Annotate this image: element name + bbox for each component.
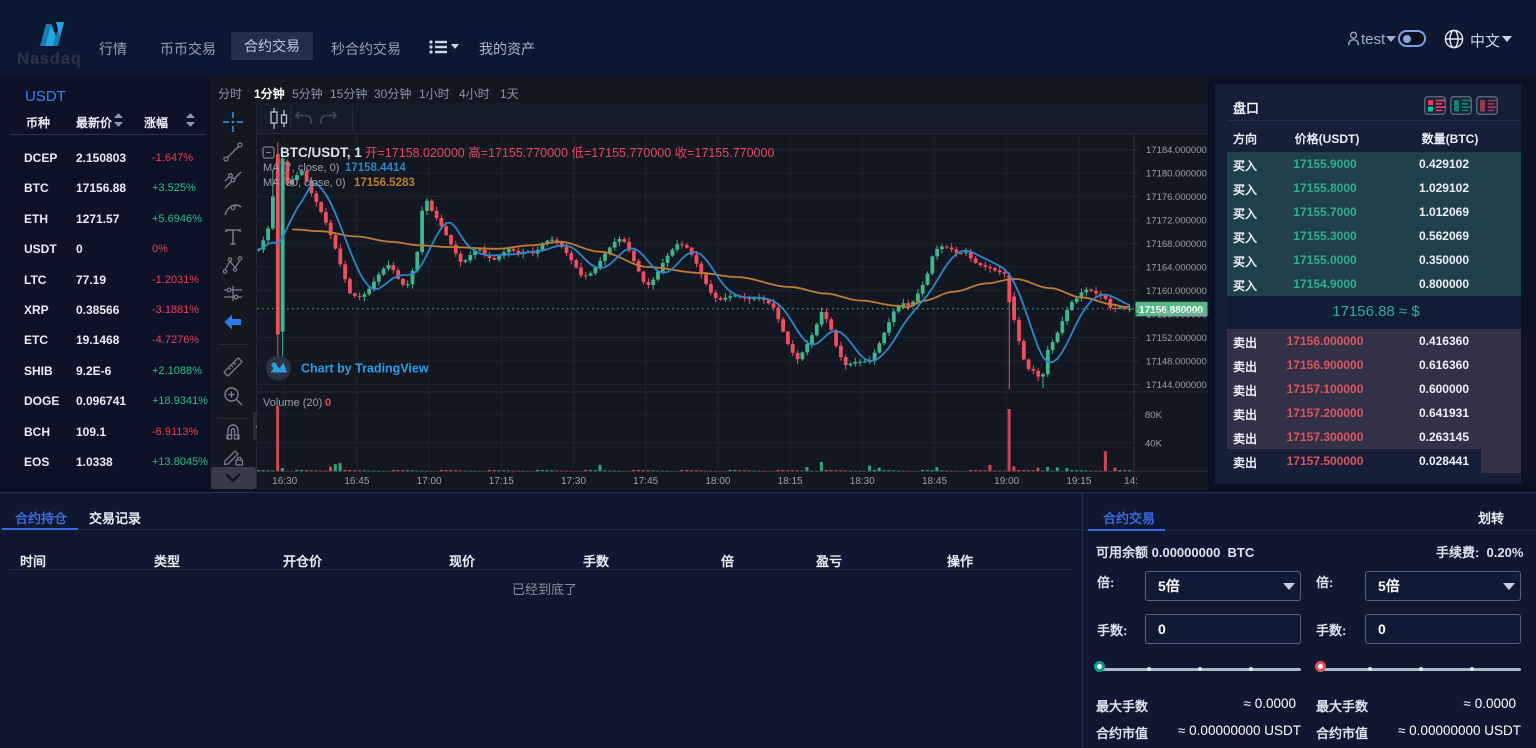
svg-text:17156.880000: 17156.880000	[1139, 305, 1203, 316]
svg-text:17172.000000: 17172.000000	[1146, 216, 1207, 227]
svg-text:19:00: 19:00	[994, 476, 1019, 487]
svg-text:17168.000000: 17168.000000	[1146, 239, 1207, 250]
svg-text:Chart by TradingView: Chart by TradingView	[301, 362, 429, 376]
svg-text:18:45: 18:45	[922, 476, 947, 487]
svg-text:40K: 40K	[1145, 439, 1163, 450]
svg-text:17160.000000: 17160.000000	[1146, 286, 1207, 297]
svg-text:18:15: 18:15	[778, 476, 803, 487]
svg-text:80K: 80K	[1145, 410, 1163, 421]
svg-text:18:30: 18:30	[850, 476, 875, 487]
svg-text:14:: 14:	[1124, 476, 1138, 487]
svg-text:17184.000000: 17184.000000	[1146, 145, 1207, 156]
svg-text:MA (30, close, 0): MA (30, close, 0)	[263, 177, 346, 189]
svg-text:19:15: 19:15	[1066, 476, 1091, 487]
svg-text:17152.000000: 17152.000000	[1146, 333, 1207, 344]
svg-text:17176.000000: 17176.000000	[1146, 192, 1207, 203]
svg-text:17156.5283: 17156.5283	[354, 177, 415, 189]
svg-text:0: 0	[325, 397, 331, 409]
svg-text:17:45: 17:45	[633, 476, 658, 487]
svg-text:17:15: 17:15	[489, 476, 514, 487]
svg-text:17156.000000: 17156.000000	[1146, 310, 1207, 321]
svg-text:17158.4414: 17158.4414	[345, 162, 406, 174]
svg-text:17:00: 17:00	[417, 476, 442, 487]
svg-text:17148.000000: 17148.000000	[1146, 357, 1207, 368]
svg-text:17180.000000: 17180.000000	[1146, 169, 1207, 180]
svg-text:Volume (20): Volume (20)	[263, 397, 322, 409]
svg-text:17164.000000: 17164.000000	[1146, 263, 1207, 274]
svg-text:MA (7, close, 0): MA (7, close, 0)	[263, 162, 339, 174]
svg-text:BTC/USDT, 1: BTC/USDT, 1	[280, 145, 362, 160]
svg-text:17144.000000: 17144.000000	[1146, 380, 1207, 391]
svg-text:17:30: 17:30	[561, 476, 586, 487]
svg-text:16:45: 16:45	[344, 476, 369, 487]
svg-text:18:00: 18:00	[705, 476, 730, 487]
svg-text:开=17158.020000 高=17155.770000: 开=17158.020000 高=17155.770000 低=17155.77…	[365, 145, 774, 160]
svg-text:16:30: 16:30	[272, 476, 297, 487]
